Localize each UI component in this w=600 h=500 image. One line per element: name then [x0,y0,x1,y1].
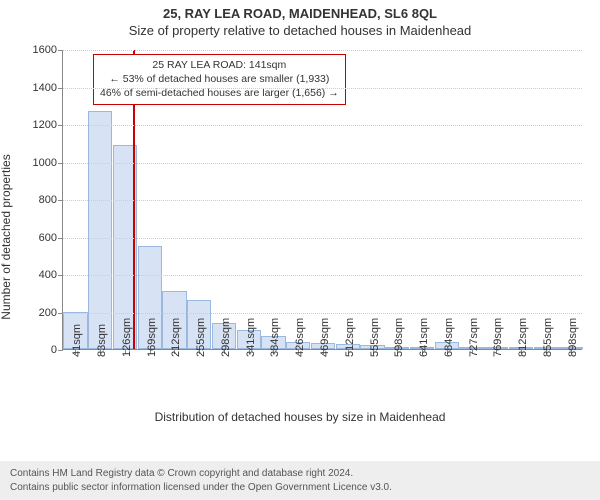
callout-line-1: 25 RAY LEA ROAD: 141sqm [100,58,339,72]
y-tick-label: 1000 [33,157,63,169]
x-tick-label: 41sqm [71,324,83,357]
x-tick-label: 769sqm [492,318,504,357]
x-tick-label: 641sqm [418,318,430,357]
x-tick-label: 384sqm [269,318,281,357]
grid-line [63,125,582,126]
grid-line [63,200,582,201]
y-axis-label: Number of detached properties [0,154,13,319]
x-tick-label: 469sqm [319,318,331,357]
y-tick-label: 1400 [33,82,63,94]
grid-line [63,313,582,314]
x-tick-label: 555sqm [369,318,381,357]
chart-area: Number of detached properties 25 RAY LEA… [0,42,600,432]
x-tick-label: 212sqm [170,318,182,357]
y-tick-label: 600 [39,232,63,244]
grid-line [63,275,582,276]
histogram-plot: 25 RAY LEA ROAD: 141sqm ← 53% of detache… [62,50,582,350]
x-tick-label: 512sqm [344,318,356,357]
x-tick-label: 126sqm [121,318,133,357]
x-tick-label: 341sqm [245,318,257,357]
grid-line [63,163,582,164]
x-tick-label: 812sqm [517,318,529,357]
callout-line-2: ← 53% of detached houses are smaller (1,… [100,72,339,86]
x-tick-label: 169sqm [146,318,158,357]
y-tick-label: 1600 [33,44,63,56]
grid-line [63,238,582,239]
footer: Contains HM Land Registry data © Crown c… [0,461,600,500]
x-tick-label: 898sqm [567,318,579,357]
x-tick-label: 855sqm [542,318,554,357]
footer-line-1: Contains HM Land Registry data © Crown c… [10,467,590,481]
x-axis-label: Distribution of detached houses by size … [0,410,600,424]
chart-title-main: 25, RAY LEA ROAD, MAIDENHEAD, SL6 8QL [0,0,600,21]
grid-line [63,88,582,89]
y-tick-label: 1200 [33,119,63,131]
x-tick-label: 426sqm [294,318,306,357]
callout-box: 25 RAY LEA ROAD: 141sqm ← 53% of detache… [93,54,346,105]
grid-line [63,50,582,51]
footer-line-2: Contains public sector information licen… [10,481,590,495]
x-tick-label: 727sqm [468,318,480,357]
x-tick-label: 684sqm [443,318,455,357]
x-tick-label: 598sqm [393,318,405,357]
x-tick-label: 83sqm [96,324,108,357]
x-tick-label: 298sqm [220,318,232,357]
y-tick-label: 200 [39,307,63,319]
y-tick-label: 0 [51,344,63,356]
chart-title-sub: Size of property relative to detached ho… [0,21,600,42]
y-tick-label: 400 [39,269,63,281]
y-tick-label: 800 [39,194,63,206]
x-tick-label: 255sqm [195,318,207,357]
